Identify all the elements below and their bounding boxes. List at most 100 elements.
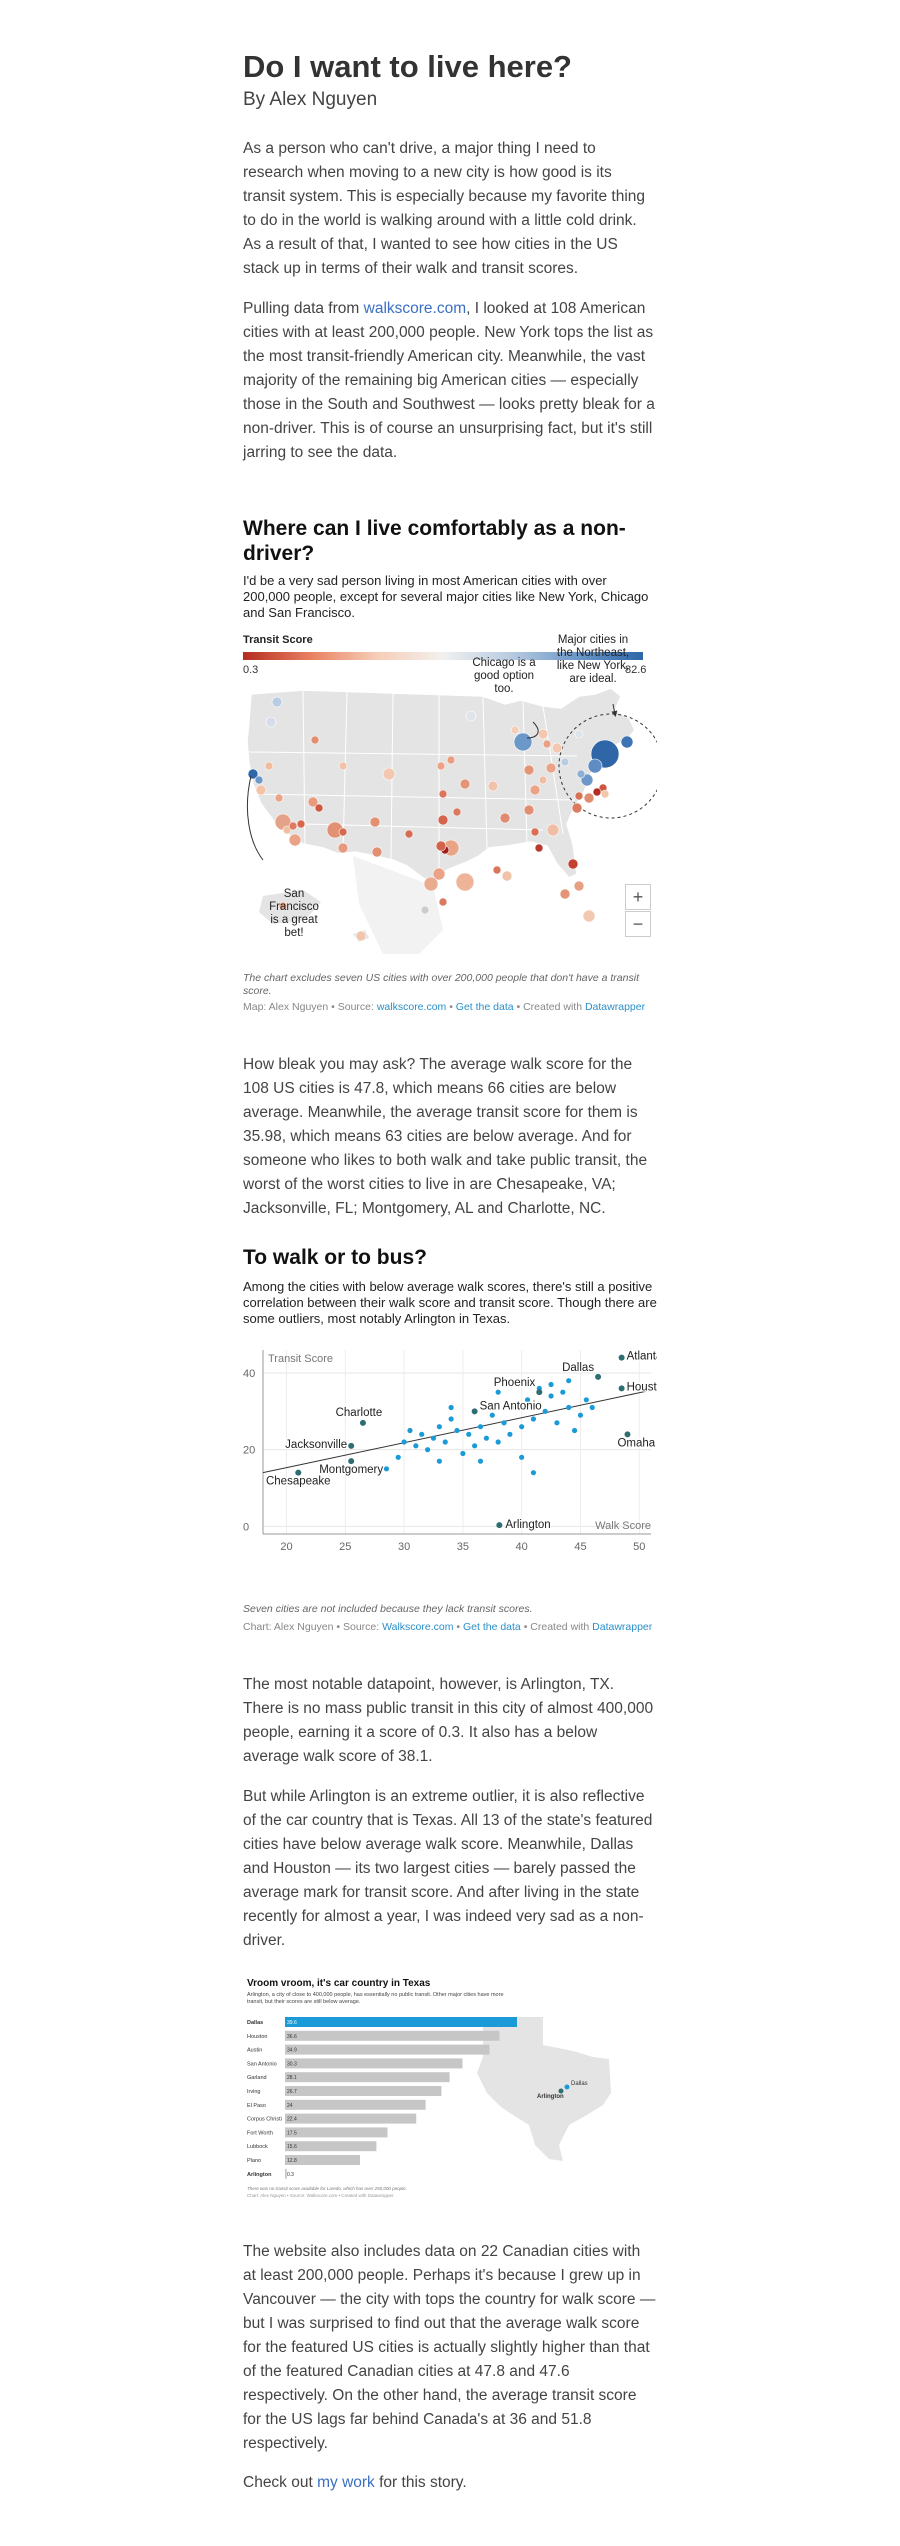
texas-category-9: Lubbock <box>247 2144 268 2150</box>
texas-chart: Vroom vroom, it's car country in Texas A… <box>243 1975 657 2205</box>
texas-bar-3 <box>285 2058 463 2069</box>
city-bubble-boise <box>310 735 320 745</box>
x-tick-label-6: 50 <box>633 1541 645 1553</box>
scatter-point-32 <box>583 1397 589 1403</box>
city-bubble-montgomery <box>534 843 544 853</box>
texas-category-10: Plano <box>247 2158 261 2164</box>
x-tick-label-4: 40 <box>516 1541 528 1553</box>
scatter-get-data-link[interactable]: Get the data <box>462 1621 521 1633</box>
map-datawrapper-link[interactable]: Datawrapper <box>584 1001 646 1013</box>
texas-bar-11 <box>285 2168 287 2179</box>
map-credit-sep1: • <box>446 1001 456 1013</box>
city-bubble-buffalo <box>574 729 584 739</box>
scatter-point-san-antonio <box>471 1408 478 1415</box>
scatter-point-41 <box>566 1378 572 1384</box>
city-bubble-las-vegas <box>307 796 319 808</box>
sf-annotation: San Francisco is a great bet! <box>259 888 329 940</box>
city-bubble-kansas-city <box>459 778 471 790</box>
paragraph-2-text-a: Pulling data from <box>243 300 364 317</box>
city-bubble-houston <box>455 872 475 892</box>
us-land-shape <box>246 687 636 885</box>
city-bubble-tampa <box>559 888 571 900</box>
texas-value-1: 36.6 <box>287 2034 297 2040</box>
scatter-point-houston <box>618 1385 625 1392</box>
paragraph-4: The most notable datapoint, however, is … <box>243 1676 654 1765</box>
map-credit-sep2: • Created with <box>513 1001 585 1013</box>
scatter-point-10 <box>454 1427 460 1434</box>
scatter-point-33 <box>589 1404 595 1411</box>
city-bubble-omaha <box>446 755 456 765</box>
scatter-credit-prefix: Chart: Alex Nguyen • Source: <box>243 1621 383 1633</box>
scatter-source-link[interactable]: Walkscore.com <box>382 1621 454 1633</box>
paragraph-2-text-b: , I looked at 108 American cities with a… <box>243 300 655 461</box>
city-bubble-fresno <box>274 793 284 803</box>
map-dek: I'd be a very sad person living in most … <box>243 573 649 620</box>
scatter-point-3 <box>413 1443 419 1449</box>
map-get-data-link[interactable]: Get the data <box>455 1001 514 1013</box>
scatter-point-9 <box>448 1416 454 1422</box>
y-axis-title: Transit Score <box>268 1353 333 1365</box>
map-source-link[interactable]: walkscore.com <box>376 1001 447 1013</box>
legend-gradient <box>243 652 643 660</box>
texas-bar-7 <box>285 2113 417 2124</box>
city-bubble-jacksonville <box>567 858 579 870</box>
scatter-label-chesapeake: Chesapeake <box>266 1476 331 1488</box>
northeast-annotation-line-2: the Northeast, <box>556 647 630 659</box>
texas-map-dot-arlington <box>558 2088 564 2094</box>
scatter-point-charlotte <box>359 1419 366 1426</box>
x-tick-label-1: 25 <box>339 1541 351 1553</box>
city-bubble-detroit <box>537 728 549 740</box>
texas-value-8: 17.5 <box>287 2130 297 2136</box>
scatter-point-1 <box>383 1466 390 1472</box>
scatter-credit: Chart: Alex Nguyen • Source: Walkscore.c… <box>243 1621 657 1634</box>
city-bubble-charlotte <box>571 802 583 814</box>
city-bubble-albuquerque <box>369 816 381 828</box>
my-work-link[interactable]: my work <box>317 2474 375 2491</box>
scatter-datawrapper-link[interactable]: Datawrapper <box>592 1621 653 1633</box>
scatter-point-17 <box>495 1439 501 1445</box>
scatter-point-34 <box>519 1454 525 1460</box>
x-axis-title: Walk Score <box>595 1520 651 1532</box>
texas-value-10: 12.8 <box>287 2158 297 2164</box>
texas-map-label-dallas: Dallas <box>571 2081 588 2087</box>
scatter-label-jacksonville: Jacksonville <box>285 1439 347 1451</box>
scatter-point-16 <box>489 1412 495 1418</box>
scatter-point-28 <box>560 1389 566 1395</box>
texas-value-0: 39.6 <box>287 2020 297 2026</box>
scatter-point-19 <box>507 1431 513 1437</box>
scatter-point-36 <box>477 1458 484 1464</box>
x-tick-label-3: 35 <box>457 1541 469 1553</box>
texas-bar-5 <box>285 2086 442 2096</box>
scatter-point-jacksonville <box>348 1442 355 1449</box>
city-bubble-salt-lake <box>338 761 348 771</box>
city-bubble-denver <box>382 767 396 781</box>
paragraph-7-text-b: for this story. <box>374 2474 467 2491</box>
scatter-point-21 <box>519 1424 525 1430</box>
city-bubble-laredo <box>420 905 430 915</box>
chicago-annotation-line-2: good option <box>473 670 535 682</box>
map-note: The chart excludes seven US cities with … <box>243 972 639 997</box>
scatter-chart: 0 20 40 20 25 30 35 40 45 50 Transit Score Walk Sco… <box>243 1349 657 1553</box>
zoom-out-button[interactable]: − <box>625 911 651 937</box>
texas-value-7: 22.4 <box>287 2117 297 2123</box>
city-bubble-honolulu <box>355 930 367 942</box>
chicago-annotation-line-1: Chicago is a <box>472 657 536 669</box>
x-tick-label-0: 20 <box>280 1541 292 1553</box>
texas-chart-note: There was no transit score available for… <box>247 2186 407 2191</box>
walkscore-link[interactable]: walkscore.com <box>363 300 467 317</box>
texas-value-6: 24 <box>287 2103 293 2109</box>
city-bubble-baton-rouge <box>492 865 502 875</box>
city-bubble-new-orleans <box>501 870 513 882</box>
paragraph-3: How bleak you may ask? The average walk … <box>243 1056 648 1217</box>
texas-map-label-arlington: Arlington <box>537 2094 564 2100</box>
us-map <box>246 687 657 954</box>
scatter-point-omaha <box>624 1431 631 1438</box>
zoom-in-button[interactable]: + <box>625 884 651 910</box>
scatter-point-phoenix <box>536 1389 543 1396</box>
texas-value-11: 0.3 <box>287 2172 294 2178</box>
scatter-point-15 <box>483 1435 489 1441</box>
city-bubble-henderson <box>314 803 324 813</box>
scatter-label-montgomery: Montgomery <box>319 1464 383 1476</box>
scatter-point-26 <box>548 1393 554 1399</box>
scatter-credit-sep2: • Created with <box>520 1621 593 1633</box>
